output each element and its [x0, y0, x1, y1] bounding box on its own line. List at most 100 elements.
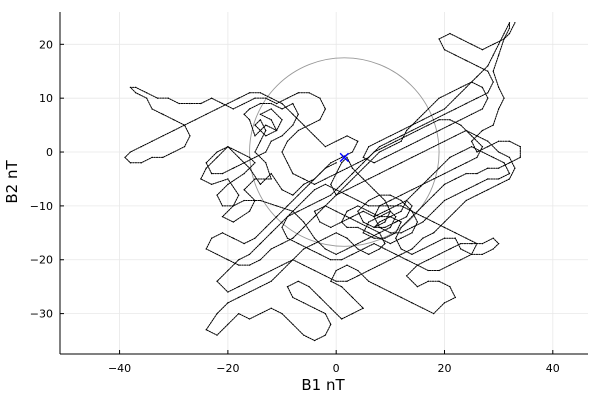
trajectory-point	[324, 237, 326, 239]
trajectory-point	[259, 119, 262, 121]
trajectory-point	[238, 296, 240, 299]
trajectory-point	[324, 275, 326, 277]
trajectory-point	[449, 92, 451, 94]
trajectory-point	[487, 97, 489, 99]
trajectory-point	[481, 49, 484, 51]
trajectory-point	[173, 129, 175, 132]
trajectory-point	[221, 172, 224, 175]
trajectory-point	[400, 129, 402, 132]
trajectory-point	[357, 269, 359, 272]
trajectory-point	[400, 199, 402, 202]
trajectory-point	[330, 183, 332, 186]
trajectory-point	[422, 205, 424, 207]
trajectory-point	[357, 226, 359, 229]
trajectory-point	[470, 113, 473, 115]
trajectory-point	[216, 151, 218, 153]
trajectory-point	[324, 108, 326, 110]
trajectory-point	[460, 86, 462, 89]
trajectory-point	[422, 248, 424, 250]
trajectory-point	[248, 291, 251, 293]
trajectory-point	[498, 178, 500, 180]
trajectory-point	[373, 216, 375, 218]
trajectory-point	[476, 97, 478, 99]
trajectory-point	[384, 199, 386, 202]
trajectory-point	[465, 189, 467, 191]
trajectory-point	[476, 65, 478, 67]
trajectory-point	[519, 156, 521, 159]
trajectory-point	[292, 172, 294, 175]
trajectory-point	[460, 124, 462, 126]
trajectory-point	[492, 248, 494, 250]
trajectory-point	[351, 253, 354, 256]
trajectory-point	[340, 183, 343, 186]
trajectory-point	[238, 194, 240, 196]
trajectory-point	[438, 38, 440, 40]
trajectory-point	[465, 199, 467, 202]
trajectory-point	[454, 232, 456, 234]
trajectory-point	[422, 151, 424, 153]
trajectory-point	[357, 242, 359, 245]
trajectory-point	[433, 194, 435, 196]
trajectory-point	[368, 253, 370, 256]
trajectory-point	[270, 140, 272, 142]
trajectory-point	[362, 221, 364, 223]
trajectory-point	[373, 242, 375, 245]
trajectory-point	[313, 307, 316, 309]
trajectory-point	[286, 216, 289, 218]
trajectory-point	[400, 296, 402, 299]
trajectory-point	[248, 119, 251, 121]
trajectory-point	[330, 259, 332, 261]
trajectory-point	[308, 124, 310, 126]
trajectory-point	[395, 205, 397, 207]
trajectory-point	[508, 162, 511, 164]
trajectory-point	[481, 146, 484, 148]
trajectory-point	[427, 108, 429, 110]
trajectory-point	[248, 264, 251, 266]
trajectory-point	[465, 129, 467, 132]
trajectory-point	[405, 216, 408, 218]
trajectory-point	[422, 124, 424, 126]
trajectory-point	[303, 226, 305, 229]
trajectory-point	[389, 167, 391, 169]
trajectory-point	[335, 280, 337, 282]
trajectory-point	[319, 119, 321, 121]
trajectory-point	[357, 275, 359, 277]
trajectory-point	[498, 43, 500, 45]
trajectory-point	[438, 269, 440, 272]
trajectory-point	[373, 226, 375, 229]
trajectory-point	[362, 156, 364, 159]
trajectory-point	[405, 259, 408, 261]
trajectory-point	[297, 210, 299, 212]
trajectory-point	[427, 135, 429, 137]
trajectory-point	[443, 183, 446, 186]
trajectory-point	[400, 140, 402, 142]
trajectory-point	[216, 312, 218, 315]
trajectory-point	[411, 189, 413, 191]
trajectory-point	[330, 280, 332, 282]
trajectory-point	[492, 156, 494, 159]
trajectory-point	[378, 172, 381, 175]
trajectory-point	[248, 108, 251, 110]
grid-lines	[60, 12, 588, 354]
trajectory-point	[205, 113, 207, 115]
trajectory-point	[400, 194, 402, 196]
trajectory-point	[227, 269, 229, 272]
trajectory-point	[124, 156, 126, 159]
trajectory-point	[395, 221, 397, 223]
trajectory-point	[378, 221, 381, 223]
trajectory-point	[433, 119, 435, 121]
trajectory-point	[335, 162, 337, 164]
trajectory-point	[465, 86, 467, 89]
x-tick-label: 20	[437, 362, 451, 375]
trajectory-point	[433, 242, 435, 245]
trajectory-point	[487, 167, 489, 169]
trajectory-point	[433, 178, 435, 180]
trajectory-point	[465, 162, 467, 164]
trajectory-point	[411, 253, 413, 256]
trajectory-point	[173, 119, 175, 121]
trajectory-point	[400, 205, 402, 207]
trajectory-point	[508, 27, 511, 29]
trajectory-point	[270, 307, 272, 309]
trajectory-point	[259, 113, 262, 115]
trajectory-point	[292, 113, 294, 115]
